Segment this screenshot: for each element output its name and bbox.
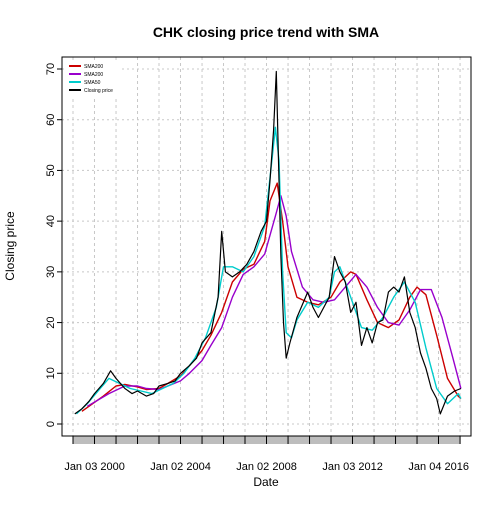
y-tick-label: 30 bbox=[45, 266, 57, 278]
y-tick-label: 50 bbox=[45, 164, 57, 176]
legend-label: SMA200 bbox=[84, 64, 103, 70]
grid-layer bbox=[62, 57, 471, 436]
tick-layer: 0 10 20 30 40 50 60 70 Jan 03 2000 Jan 02 2004 Jan… bbox=[45, 63, 469, 473]
x-tick-label: Jan 03 2000 bbox=[64, 461, 125, 473]
legend-label: SMA200 bbox=[84, 72, 103, 78]
y-tick-label: 0 bbox=[45, 421, 57, 427]
chart-title: CHK closing price trend with SMA bbox=[153, 24, 379, 40]
legend-label: SMA50 bbox=[84, 80, 101, 86]
y-tick-label: 60 bbox=[45, 114, 57, 126]
x-tick-label: Jan 04 2016 bbox=[408, 461, 469, 473]
x-tick-label: Jan 02 2008 bbox=[236, 461, 297, 473]
legend: SMA200 SMA200 SMA50 Closing price bbox=[67, 61, 119, 97]
plot-frame bbox=[61, 56, 472, 437]
legend-label: Closing price bbox=[84, 88, 113, 94]
y-tick-label: 10 bbox=[45, 367, 57, 379]
series-line-sma200 bbox=[86, 195, 462, 407]
series-line-sma200 bbox=[81, 182, 462, 412]
y-tick-label: 70 bbox=[45, 63, 57, 75]
y-axis-label: Closing price bbox=[3, 211, 17, 281]
x-tick-label: Jan 02 2004 bbox=[150, 461, 211, 473]
x-tick-label: Jan 03 2012 bbox=[322, 461, 383, 473]
series-line-closing-price bbox=[74, 70, 462, 415]
x-axis-label: Date bbox=[253, 475, 279, 489]
y-tick-label: 40 bbox=[45, 215, 57, 227]
series-layer bbox=[74, 70, 462, 415]
y-tick-label: 20 bbox=[45, 316, 57, 328]
